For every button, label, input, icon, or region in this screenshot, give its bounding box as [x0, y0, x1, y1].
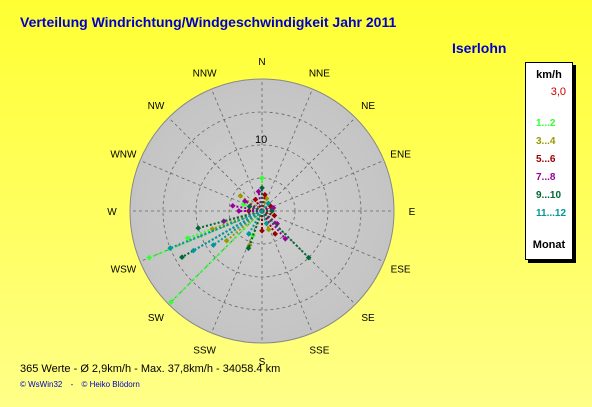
direction-label: WNW — [110, 150, 137, 161]
grid-spoke — [261, 117, 356, 212]
direction-label: S — [259, 357, 266, 368]
wind-ray — [247, 210, 263, 235]
wind-point — [263, 220, 270, 227]
wind-point — [229, 203, 236, 209]
legend-month-label: Monat — [532, 239, 566, 251]
credit-separator: - — [70, 380, 74, 389]
grid-spoke — [211, 210, 263, 334]
wind-point — [274, 220, 280, 227]
direction-label: SW — [148, 313, 165, 324]
grid-spoke — [261, 210, 385, 262]
direction-label: SE — [361, 313, 375, 324]
wind-point — [245, 245, 252, 252]
wind-ray — [257, 191, 263, 212]
direction-label: NW — [148, 101, 165, 112]
legend-calm-value: 3,0 — [550, 86, 566, 98]
grid-spoke — [261, 88, 313, 212]
wind-point — [223, 237, 230, 244]
wind-ray — [197, 210, 263, 230]
wind-point — [252, 196, 259, 203]
direction-label: SSW — [193, 346, 216, 357]
wind-ray — [192, 210, 263, 252]
legend-unit: km/h — [536, 69, 562, 81]
grid-spoke — [261, 160, 385, 212]
wind-point — [262, 191, 268, 198]
wind-point — [246, 203, 253, 210]
grid-spoke — [211, 88, 263, 212]
wind-ray — [212, 210, 263, 246]
direction-label: SSE — [309, 346, 329, 357]
credit-author: © Heiko Blödorn — [81, 380, 140, 389]
wind-point — [195, 225, 202, 231]
direction-label: NE — [361, 101, 375, 112]
wind-point — [271, 212, 278, 219]
wind-point — [255, 188, 262, 195]
legend-item-5...6: 5...6 — [536, 154, 556, 165]
legend-item-1...2: 1...2 — [536, 118, 556, 129]
direction-label: ENE — [390, 150, 411, 161]
wind-point — [184, 235, 191, 241]
wind-point — [190, 247, 197, 254]
grid-spoke — [168, 117, 263, 212]
chart-title: Verteilung Windrichtung/Windgeschwindigk… — [20, 14, 397, 30]
wind-point — [236, 208, 242, 214]
direction-label: NNE — [309, 68, 330, 79]
stats-line: 365 Werte - Ø 2,9km/h - Max. 37,8km/h - … — [20, 363, 281, 375]
wind-point — [272, 231, 279, 237]
direction-label: WSW — [111, 264, 137, 275]
wind-point — [167, 245, 174, 251]
credit-wswin: © WsWin32 — [20, 380, 63, 389]
location-label: Iserlohn — [452, 40, 507, 56]
direction-label: ESE — [391, 264, 411, 275]
legend: km/h 3,0 1...2 3...4 5...6 7...8 9...10 11...… — [525, 62, 573, 260]
wind-point — [209, 226, 216, 232]
wind-point — [282, 235, 289, 242]
wind-ray — [247, 210, 263, 249]
wind-ray — [169, 210, 263, 250]
grid-spoke — [139, 160, 263, 212]
direction-label: NNW — [193, 68, 217, 79]
wind-point — [259, 227, 265, 234]
grid-spoke — [261, 210, 313, 334]
wind-point — [269, 208, 275, 214]
credits: © WsWin32 - © Heiko Blödorn — [20, 380, 146, 389]
wind-point — [210, 242, 217, 248]
wind-point — [168, 299, 174, 305]
legend-item-9...10: 9...10 — [536, 190, 562, 201]
legend-item-11...12: 11...12 — [536, 208, 567, 219]
wind-point — [259, 175, 265, 181]
wind-point — [242, 198, 248, 204]
wind-ray — [244, 200, 263, 212]
wind-ray — [170, 210, 263, 303]
wind-point — [245, 231, 252, 237]
wind-point — [259, 185, 265, 191]
radial-tick-label: 10 — [255, 134, 267, 146]
legend-item-7...8: 7...8 — [536, 172, 556, 183]
wind-ray — [261, 210, 310, 259]
direction-label: W — [107, 207, 117, 218]
wind-point — [265, 200, 272, 207]
direction-label: N — [258, 57, 265, 68]
wind-point — [265, 226, 272, 233]
wind-point — [146, 254, 153, 261]
wind-ray — [261, 194, 266, 212]
direction-label: E — [409, 207, 416, 218]
legend-item-3...4: 3...4 — [536, 136, 556, 147]
